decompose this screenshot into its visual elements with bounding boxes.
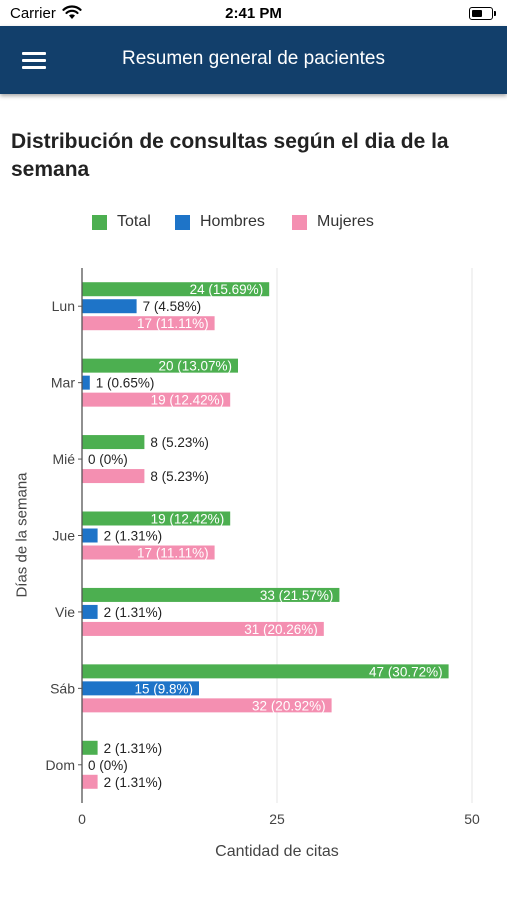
bar-mujeres <box>82 392 231 407</box>
chart-legend: Total Hombres Mujeres <box>0 213 507 235</box>
bar-mujeres <box>82 698 332 713</box>
x-axis-title: Cantidad de citas <box>215 843 339 860</box>
legend-item-mujeres[interactable]: Mujeres <box>292 213 374 231</box>
bar-total <box>82 511 231 526</box>
data-label: 8 (5.23%) <box>150 469 209 484</box>
bar-hombres <box>82 299 137 314</box>
data-label: 2 (1.31%) <box>104 741 163 756</box>
legend-swatch <box>175 214 190 230</box>
wifi-icon <box>62 5 82 19</box>
bar-hombres <box>82 681 199 696</box>
page-title: Resumen general de pacientes <box>121 48 385 69</box>
y-tick-label: Vie <box>55 604 75 620</box>
data-label: 33 (21.57%) <box>260 588 334 603</box>
bar-mujeres <box>82 621 324 636</box>
bar-total <box>82 282 270 297</box>
status-bar: Carrier 2:41 PM <box>0 0 507 26</box>
data-label: 19 (12.42%) <box>151 512 225 527</box>
legend-item-total[interactable]: Total <box>92 213 151 231</box>
data-label: 17 (11.11%) <box>137 316 209 331</box>
y-tick-label: Jue <box>52 528 75 544</box>
bar-total <box>82 587 340 602</box>
data-label: 7 (4.58%) <box>143 299 202 314</box>
data-label: 1 (0.65%) <box>96 376 155 391</box>
legend-label: Hombres <box>200 213 265 230</box>
data-label: 0 (0%) <box>88 758 128 773</box>
chart-title: Distribución de consultas según el dia d… <box>11 130 449 181</box>
bar-hombres <box>82 528 98 543</box>
data-label: 15 (9.8%) <box>134 681 193 696</box>
data-label: 20 (13.07%) <box>158 359 232 374</box>
bar-total <box>82 664 449 679</box>
data-label: 2 (1.31%) <box>104 775 163 790</box>
data-label: 2 (1.31%) <box>104 529 163 544</box>
data-label: 32 (20.92%) <box>252 698 326 713</box>
bar-hombres <box>82 604 98 619</box>
data-label: 2 (1.31%) <box>104 605 163 620</box>
app-header: Resumen general de pacientes <box>0 26 507 94</box>
bar-mujeres <box>82 469 145 484</box>
bar-total <box>82 358 238 373</box>
data-label: 8 (5.23%) <box>150 435 209 450</box>
battery-icon <box>469 7 496 20</box>
legend-label: Mujeres <box>317 213 374 230</box>
bar-hombres <box>82 375 90 390</box>
data-label: 0 (0%) <box>88 452 128 467</box>
bar-mujeres <box>82 774 98 789</box>
bar-mujeres <box>82 545 215 560</box>
x-tick-label: 0 <box>78 811 86 827</box>
data-label: 19 (12.42%) <box>151 393 225 408</box>
status-carrier: Carrier <box>10 5 56 22</box>
legend-swatch <box>92 214 107 230</box>
bar-chart: Lun 24 (15.69%) 7 (4.58%) 17 (11.11%) Mar 20 … <box>45 268 480 827</box>
x-tick-label: 50 <box>464 811 480 827</box>
legend-label: Total <box>117 213 151 230</box>
status-time: 2:41 PM <box>225 5 282 22</box>
y-axis-title: Días de la semana <box>13 472 31 598</box>
y-tick-label: Mar <box>51 375 75 391</box>
y-tick-label: Lun <box>52 298 75 314</box>
data-label: 31 (20.26%) <box>244 622 318 637</box>
data-label: 17 (11.11%) <box>137 546 209 561</box>
y-tick-label: Dom <box>45 757 75 773</box>
legend-item-hombres[interactable]: Hombres <box>175 213 265 231</box>
hamburger-menu-icon[interactable] <box>22 49 48 71</box>
data-label: 47 (30.72%) <box>369 664 443 679</box>
bar-total <box>82 740 98 755</box>
x-tick-label: 25 <box>269 811 285 827</box>
y-tick-label: Sáb <box>50 680 75 696</box>
y-tick-label: Mié <box>52 451 75 467</box>
bar-total <box>82 435 145 450</box>
legend-swatch <box>292 214 307 230</box>
data-label: 24 (15.69%) <box>190 282 264 297</box>
bar-mujeres <box>82 316 215 331</box>
